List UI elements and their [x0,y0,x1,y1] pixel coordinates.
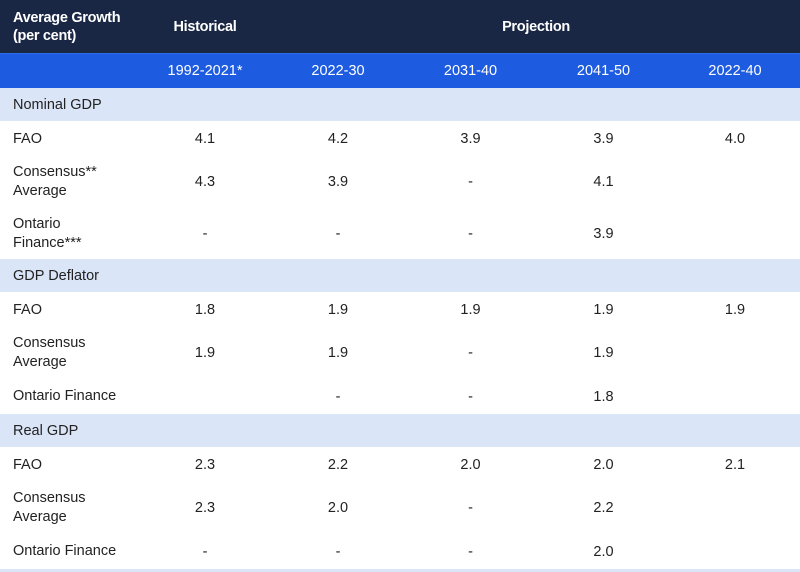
table-row: Consensus Average 2.3 2.0 - 2.2 [0,482,800,534]
table-cell: - [335,543,341,560]
table-row: Consensus Average 1.9 1.9 - 1.9 [0,327,800,379]
projection-header: Projection [272,0,800,54]
historical-header: Historical [138,0,272,54]
corner-header: Average Growth (per cent) [0,0,138,54]
period-header: 2022-40 [670,53,800,88]
row-label-line-1: FAO [13,130,43,147]
table-cell [138,379,272,414]
section-title: GDP Deflator [0,259,800,293]
table-cell: 3.9 [593,131,614,147]
table-cell: 4.1 [194,131,216,147]
table-cell: - [202,543,208,560]
table-cell: 2.0 [593,543,614,560]
row-label-line-1: FAO [13,301,43,318]
section-row-gdp-deflator: GDP Deflator [0,259,800,293]
table-cell: - [335,225,341,242]
table-cell: - [468,543,473,560]
table-cell: 1.9 [593,302,614,318]
row-label-line-2: Average [13,509,67,525]
table-cell: 2.3 [194,500,216,516]
period-header: 1992-2021* [138,53,272,88]
table-cell: 2.2 [327,457,349,473]
table-cell: 2.3 [194,457,216,473]
table-cell: 4.0 [724,131,746,147]
corner-line-1: Average Growth [13,9,121,26]
table-cell [670,327,800,379]
row-label: FAO [0,293,138,328]
table-cell: 3.9 [327,174,349,190]
row-label-line-1: Consensus** [13,164,97,180]
period-header: 2031-40 [404,53,537,88]
table-cell [670,379,800,414]
table-cell: 2.0 [327,500,349,516]
row-label-line-1: Consensus [13,335,86,351]
table-cell [670,482,800,534]
table-row: FAO 1.8 1.9 1.9 1.9 1.9 [0,293,800,328]
section-row-real-gdp: Real GDP [0,414,800,448]
row-label: Ontario Finance [0,534,138,569]
header-row-periods: 1992-2021* 2022-30 2031-40 2041-50 2022-… [0,53,800,88]
row-label-line-1: Ontario Finance [13,543,117,559]
table-row: Ontario Finance*** - - - 3.9 [0,208,800,259]
table-cell: 1.9 [327,302,349,318]
row-label-line-1: Ontario [13,215,61,232]
row-label: Consensus Average [0,327,138,379]
table-cell: 1.9 [194,345,216,361]
row-label: Consensus** Average [0,156,138,208]
period-header-blank [0,53,138,88]
table-cell: 1.9 [593,345,614,361]
row-label-line-2: Average [13,354,67,370]
table-cell: 4.3 [194,174,216,190]
table-cell: - [468,388,473,405]
table-cell: 2.2 [593,500,614,516]
table-row: FAO 2.3 2.2 2.0 2.0 2.1 [0,448,800,483]
table-cell: - [202,225,208,242]
table-cell: 3.9 [593,225,614,242]
table-cell: - [468,225,473,242]
table-cell: - [468,500,473,516]
row-label: Ontario Finance*** [0,208,138,259]
table-cell: 2.1 [724,457,746,473]
table-cell: 1.8 [194,302,216,318]
section-title: Real GDP [0,414,800,448]
table-cell: 1.9 [460,302,481,318]
row-label: Ontario Finance [0,379,138,414]
table-cell: 1.9 [724,302,746,318]
table-cell: 4.1 [593,174,614,190]
table-row: Ontario Finance - - 1.8 [0,379,800,414]
row-label: Consensus Average [0,482,138,534]
table-cell: 4.2 [327,131,349,147]
table-cell: 2.0 [460,457,481,473]
table-cell: 2.0 [593,457,614,473]
period-header: 2041-50 [537,53,670,88]
corner-line-2: (per cent) [13,27,77,44]
table-row: FAO 4.1 4.2 3.9 3.9 4.0 [0,122,800,157]
table-row: Consensus** Average 4.3 3.9 - 4.1 [0,156,800,208]
table-cell: - [468,345,473,361]
header-row-top: Average Growth (per cent) Historical Pro… [0,0,800,54]
period-header: 2022-30 [272,53,404,88]
table-cell: 1.8 [593,388,614,405]
section-row-nominal-gdp: Nominal GDP [0,88,800,122]
table-cell: - [335,388,341,405]
section-title: Nominal GDP [0,88,800,122]
table-cell: 3.9 [460,131,481,147]
row-label: FAO [0,448,138,483]
row-label-line-1: FAO [13,456,43,473]
row-label-line-2: Average [13,183,67,199]
table-cell [670,208,800,259]
table-cell [670,156,800,208]
table-cell: 1.9 [327,345,349,361]
table-cell: - [468,174,473,190]
row-label-line-2: Finance*** [13,234,82,251]
row-label-line-1: Ontario Finance [13,388,117,404]
row-label-line-1: Consensus [13,490,86,506]
row-label: FAO [0,122,138,157]
table-row: Ontario Finance - - - 2.0 [0,534,800,569]
